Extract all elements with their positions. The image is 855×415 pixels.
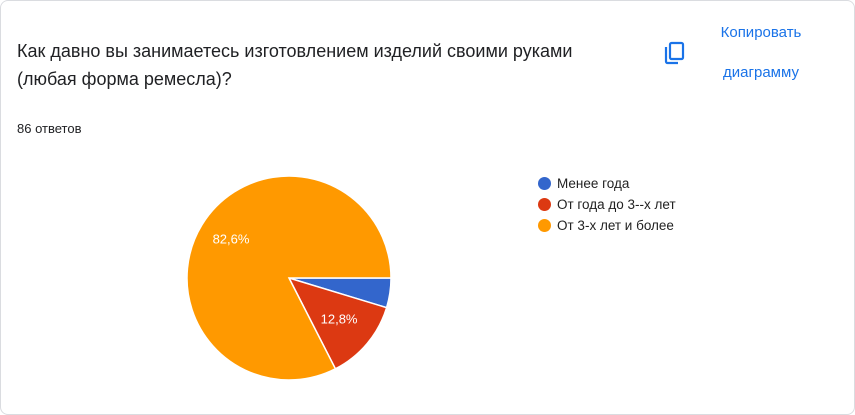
pie-slice-2: [186, 175, 392, 381]
copy-chart-button[interactable]: Копировать диаграмму: [701, 13, 821, 93]
copy-icon[interactable]: [663, 41, 685, 65]
copy-chart-label-line2: диаграмму: [723, 64, 799, 81]
legend-label: От 3-х лет и более: [557, 218, 674, 233]
legend-label: От года до 3--х лет: [557, 197, 676, 212]
legend-dot-icon: [538, 177, 551, 190]
chart-legend: Менее года От года до 3--х лет От 3-х лет …: [538, 173, 676, 236]
response-count: 86 ответов: [17, 121, 82, 136]
question-title: Как давно вы занимаетесь изготовлением и…: [17, 41, 573, 89]
pie-slice-1: [287, 276, 388, 370]
legend-item-1: От года до 3--х лет: [538, 194, 676, 215]
pie-slice-label-1: 12,8%: [321, 311, 358, 326]
pie-chart: 12,8% 82,6%: [186, 175, 392, 381]
legend-item-2: От 3-х лет и более: [538, 215, 676, 236]
legend-dot-icon: [538, 198, 551, 211]
legend-label: Менее года: [557, 176, 630, 191]
pie-slice-label-2: 82,6%: [213, 231, 250, 246]
copy-chart-label-line1: Копировать: [720, 24, 802, 41]
legend-dot-icon: [538, 219, 551, 232]
legend-item-0: Менее года: [538, 173, 676, 194]
